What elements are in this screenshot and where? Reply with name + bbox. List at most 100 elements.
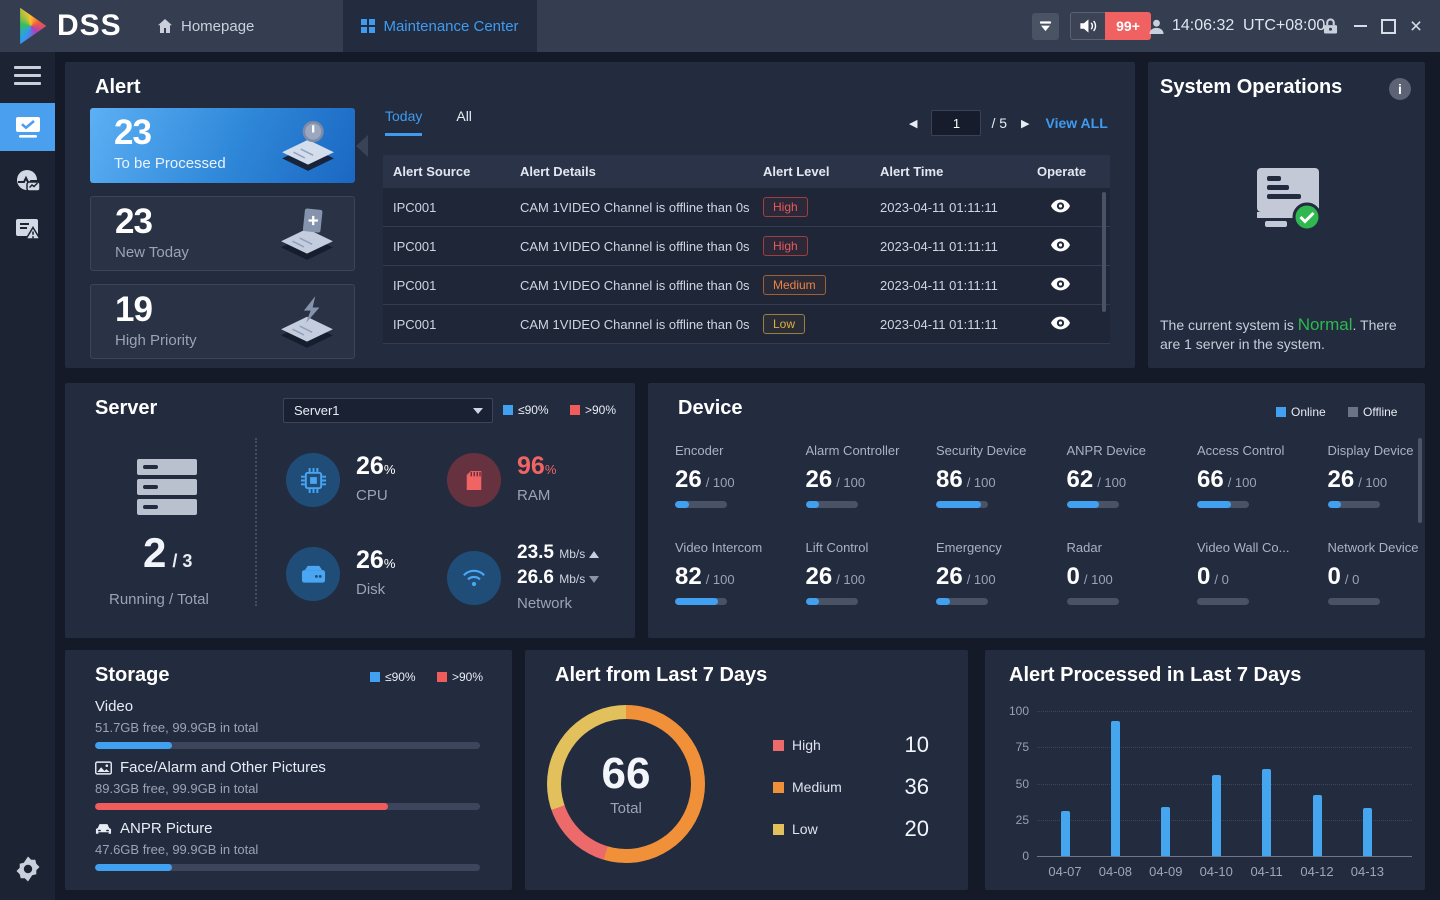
- page-input[interactable]: [931, 110, 982, 136]
- bar-04-09: [1161, 806, 1171, 856]
- legend-ok-label: ≤90%: [518, 403, 549, 417]
- cell-alert-details: CAM 1VIDEO Channel is offline than 0s: [520, 238, 750, 254]
- info-icon[interactable]: i: [1389, 78, 1411, 100]
- table-row[interactable]: IPC001 CAM 1VIDEO Channel is offline tha…: [383, 266, 1110, 305]
- clock-timezone: UTC+08:00: [1243, 17, 1326, 34]
- y-axis-tick: 100: [1008, 704, 1029, 718]
- picture-icon: [95, 760, 112, 775]
- next-page-button[interactable]: ▶: [1021, 117, 1030, 130]
- alert-processed-title: Alert Processed in Last 7 Days: [1009, 664, 1302, 686]
- alert-card-value: 23: [115, 202, 153, 241]
- alert-card-value: 23: [114, 113, 152, 152]
- alert-card-high-priority[interactable]: 19 High Priority: [90, 284, 355, 359]
- server-select[interactable]: Server1: [283, 398, 493, 423]
- user-icon: [1148, 19, 1164, 34]
- x-axis-label: 04-10: [1199, 864, 1233, 879]
- device-item: Radar 0/ 100: [1066, 540, 1195, 605]
- legend-label: High: [792, 737, 821, 753]
- gridline: [1037, 783, 1412, 785]
- storage-name: Face/Alarm and Other Pictures: [120, 759, 326, 776]
- dss-logo-icon: [20, 7, 47, 45]
- view-eye-icon[interactable]: [1051, 199, 1070, 213]
- legend-ok-swatch: [370, 672, 380, 682]
- ram-label: RAM: [517, 487, 551, 504]
- tab-maintenance-center[interactable]: Maintenance Center: [343, 0, 537, 52]
- legend-swatch: [773, 823, 784, 835]
- device-online-count: 26: [805, 563, 833, 590]
- tab-all[interactable]: All: [456, 108, 472, 124]
- alert-card-value: 19: [115, 290, 153, 329]
- donut-center: 66 Total: [561, 719, 691, 849]
- maximize-button[interactable]: [1376, 0, 1400, 52]
- network-down-unit: Mb/s: [559, 572, 586, 586]
- tab-homepage[interactable]: Homepage: [157, 0, 254, 52]
- alert-card-to-be-processed[interactable]: 23 To be Processed: [90, 108, 355, 183]
- device-name: Lift Control: [805, 540, 869, 555]
- storage-bar: [95, 742, 480, 749]
- prev-page-button[interactable]: ◀: [909, 117, 918, 130]
- alert-table-header: Alert Source Alert Details Alert Level A…: [383, 155, 1110, 188]
- device-bar: [675, 501, 727, 508]
- col-alert-time: Alert Time: [880, 164, 944, 179]
- device-name: Emergency: [936, 540, 1002, 555]
- storage-detail: 47.6GB free, 99.9GB in total: [95, 842, 259, 857]
- tab-today[interactable]: Today: [385, 108, 423, 136]
- device-bar: [1197, 598, 1249, 605]
- tray-button[interactable]: [1032, 13, 1059, 40]
- device-item: Display Device 26/ 100: [1327, 443, 1440, 508]
- table-row[interactable]: IPC001 CAM 1VIDEO Channel is offline tha…: [383, 227, 1110, 266]
- status-message-suffix: . There are 1 server in the system.: [1160, 317, 1397, 352]
- device-bar: [936, 501, 988, 508]
- table-row[interactable]: IPC001 CAM 1VIDEO Channel is offline tha…: [383, 188, 1110, 227]
- speaker-button[interactable]: [1070, 12, 1105, 40]
- tray-collapse-icon: [1039, 21, 1052, 32]
- minimize-icon: [1353, 25, 1367, 27]
- table-scrollbar[interactable]: [1102, 192, 1106, 312]
- metric-ram: 96% RAM: [447, 453, 556, 507]
- storage-detail: 89.3GB free, 99.9GB in total: [95, 781, 259, 796]
- legend-ok: ≤90%: [370, 670, 416, 684]
- legend-alert-swatch: [437, 672, 447, 682]
- x-axis-label: 04-09: [1149, 864, 1183, 879]
- legend-offline: Offline: [1348, 405, 1397, 419]
- view-eye-icon[interactable]: [1051, 277, 1070, 291]
- sidebar-item-alert-log[interactable]: [0, 206, 55, 252]
- device-item: Video Wall Co... 0/ 0: [1197, 540, 1325, 605]
- storage-bar-fill: [95, 864, 172, 871]
- gridline: [1037, 819, 1412, 821]
- bar-04-07: [1060, 811, 1070, 856]
- legend-swatch: [773, 781, 784, 793]
- device-item: Access Control 66/ 100: [1197, 443, 1325, 508]
- sidebar-item-maintenance[interactable]: [0, 103, 55, 151]
- bar-04-11: [1262, 769, 1272, 856]
- device-bar: [675, 598, 727, 605]
- metric-disk: 26% Disk: [286, 547, 395, 601]
- close-button[interactable]: ×: [1404, 0, 1428, 52]
- device-online-count: 62: [1066, 466, 1094, 493]
- disk-value: 26: [356, 546, 384, 574]
- storage-name: ANPR Picture: [120, 820, 213, 837]
- table-row[interactable]: IPC001 CAM 1VIDEO Channel is offline tha…: [383, 305, 1110, 344]
- minimize-button[interactable]: [1348, 0, 1372, 52]
- sidebar-item-settings[interactable]: [0, 846, 55, 892]
- device-total-count: / 100: [1097, 475, 1127, 490]
- lock-button[interactable]: [1318, 0, 1342, 52]
- device-total-count: / 100: [705, 475, 735, 490]
- view-eye-icon[interactable]: [1051, 238, 1070, 252]
- view-all-link[interactable]: View ALL: [1045, 115, 1108, 131]
- view-eye-icon[interactable]: [1051, 316, 1070, 330]
- sidebar: [0, 52, 55, 900]
- network-up-unit: Mb/s: [559, 547, 586, 561]
- notification-group[interactable]: 99+: [1070, 12, 1151, 40]
- alert-card-new-today[interactable]: 23 New Today: [90, 196, 355, 271]
- menu-toggle-button[interactable]: [14, 66, 41, 90]
- device-online-count: 66: [1197, 466, 1224, 493]
- gridline: [1037, 747, 1412, 749]
- sidebar-item-monitoring[interactable]: [0, 158, 55, 204]
- legend-alert-label: >90%: [585, 403, 617, 417]
- y-axis-tick: 75: [1015, 740, 1029, 755]
- user-button[interactable]: [1144, 0, 1168, 52]
- device-total-count: / 100: [966, 475, 996, 490]
- legend-ok: ≤90%: [503, 403, 549, 417]
- device-scrollbar[interactable]: [1418, 438, 1422, 523]
